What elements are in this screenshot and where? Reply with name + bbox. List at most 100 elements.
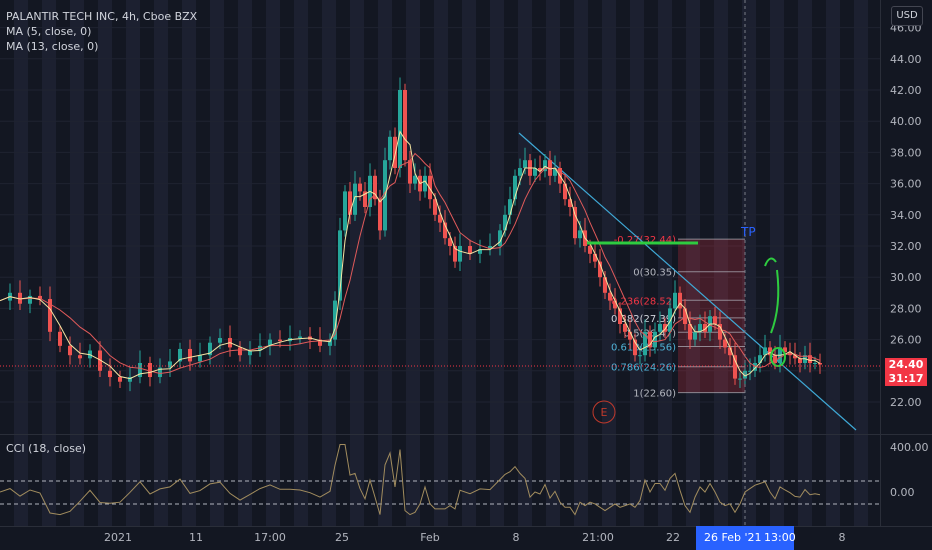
fib-level-label: 0.236(28.52) — [611, 296, 676, 307]
stripe — [770, 0, 784, 526]
stripe — [658, 0, 672, 526]
candle-body — [198, 355, 202, 362]
candle-body — [718, 324, 722, 340]
last-price-value: 24.40 — [888, 358, 924, 371]
candle-body — [683, 308, 687, 324]
price-tick-label: 30.00 — [890, 271, 922, 284]
candle-body — [443, 222, 447, 239]
candle-body — [353, 183, 357, 215]
candle-body — [688, 324, 692, 340]
candle-body — [553, 168, 557, 176]
candle-body — [458, 246, 462, 262]
fib-level-label: 0.382(27.39) — [611, 314, 676, 325]
candle-body — [413, 175, 417, 184]
time-tick-label: 22 — [666, 531, 680, 544]
symbol-legend: PALANTIR TECH INC, 4h, Cboe BZX MA (5, c… — [6, 9, 197, 54]
price-tick-label: 34.00 — [890, 209, 922, 222]
time-tick-label: 25 — [335, 531, 349, 544]
candle-body — [408, 160, 412, 184]
ma5-legend[interactable]: MA (5, close, 0) — [6, 25, 92, 38]
candle-body — [608, 292, 612, 301]
cci-legend: CCI (18, close) — [6, 441, 86, 456]
candle-body — [713, 316, 717, 324]
symbol-title[interactable]: PALANTIR TECH INC, 4h, Cboe BZX — [6, 10, 198, 23]
stripe — [294, 0, 308, 526]
candle-body — [58, 331, 62, 346]
stripe — [574, 0, 588, 526]
stripe — [742, 0, 756, 526]
stripe — [238, 0, 252, 526]
candle-body — [38, 295, 42, 300]
earnings-marker-label: E — [601, 406, 608, 419]
stripe — [546, 0, 560, 526]
price-axis: 46.0044.0042.0040.0038.0036.0034.0032.00… — [0, 22, 922, 409]
price-tick-label: 44.00 — [890, 53, 922, 66]
time-tick-label: 8 — [513, 531, 520, 544]
candle-body — [218, 338, 222, 343]
candle-body — [678, 292, 682, 309]
stripe — [322, 0, 336, 526]
stripe — [70, 0, 84, 526]
candle-body — [618, 308, 622, 324]
candle-body — [363, 191, 367, 207]
price-tick-label: 26.00 — [890, 334, 922, 347]
candle-body — [18, 292, 22, 304]
stripe — [182, 0, 196, 526]
stripe — [826, 0, 840, 526]
stripe — [490, 0, 504, 526]
candle-body — [543, 160, 547, 172]
currency-button[interactable]: USD — [891, 6, 923, 26]
fib-level-label: -0.27(32.44) — [614, 235, 676, 246]
candle-body — [628, 331, 632, 340]
candle-body — [593, 253, 597, 262]
cci-line — [0, 444, 821, 516]
candle-body — [503, 214, 507, 231]
candle-body — [423, 175, 427, 192]
ma13-legend[interactable]: MA (13, close, 0) — [6, 40, 99, 53]
candle-body — [603, 277, 607, 293]
candle-body — [278, 339, 282, 342]
candle-body — [663, 324, 667, 332]
candle-body — [723, 339, 727, 348]
candle-body — [568, 199, 572, 207]
crosshair-date: 26 Feb '21 — [704, 531, 762, 544]
candle-body — [768, 347, 772, 356]
time-tick-label: 21:00 — [582, 531, 614, 544]
trendline[interactable] — [518, 132, 857, 431]
bar-countdown: 31:17 — [888, 372, 924, 385]
stripe — [42, 0, 56, 526]
candle-body — [598, 261, 602, 278]
stripe — [154, 0, 168, 526]
price-tick-label: 38.00 — [890, 146, 922, 159]
candle-body — [428, 175, 432, 200]
stripe — [462, 0, 476, 526]
price-tick-label: 36.00 — [890, 178, 922, 191]
stripe — [98, 0, 112, 526]
candle-body — [373, 175, 377, 200]
candle-body — [378, 199, 382, 231]
green-arrow-drawing[interactable] — [764, 257, 780, 334]
fib-level-label: 1(22.60) — [633, 389, 676, 400]
candle-body — [328, 339, 332, 346]
price-tick-label: 28.00 — [890, 302, 922, 315]
green-circle-drawing[interactable] — [770, 347, 786, 367]
candle-body — [578, 230, 582, 239]
candle-body — [658, 324, 662, 332]
candle-body — [108, 370, 112, 378]
candle-body — [268, 339, 272, 346]
candle-body — [758, 355, 762, 363]
earnings-marker[interactable] — [592, 400, 616, 424]
candle-body — [668, 308, 672, 332]
stripe — [630, 0, 644, 526]
stripe — [350, 0, 364, 526]
candle-body — [178, 348, 182, 362]
candle-body — [208, 342, 212, 356]
candle-body — [28, 295, 32, 304]
candle-body — [478, 249, 482, 254]
crosshair-date-tag: 26 Feb '21 13:00 — [696, 526, 796, 550]
candle-body — [648, 331, 652, 348]
stripe — [518, 0, 532, 526]
stripe — [210, 0, 224, 526]
cci-legend-label[interactable]: CCI (18, close) — [6, 442, 87, 455]
